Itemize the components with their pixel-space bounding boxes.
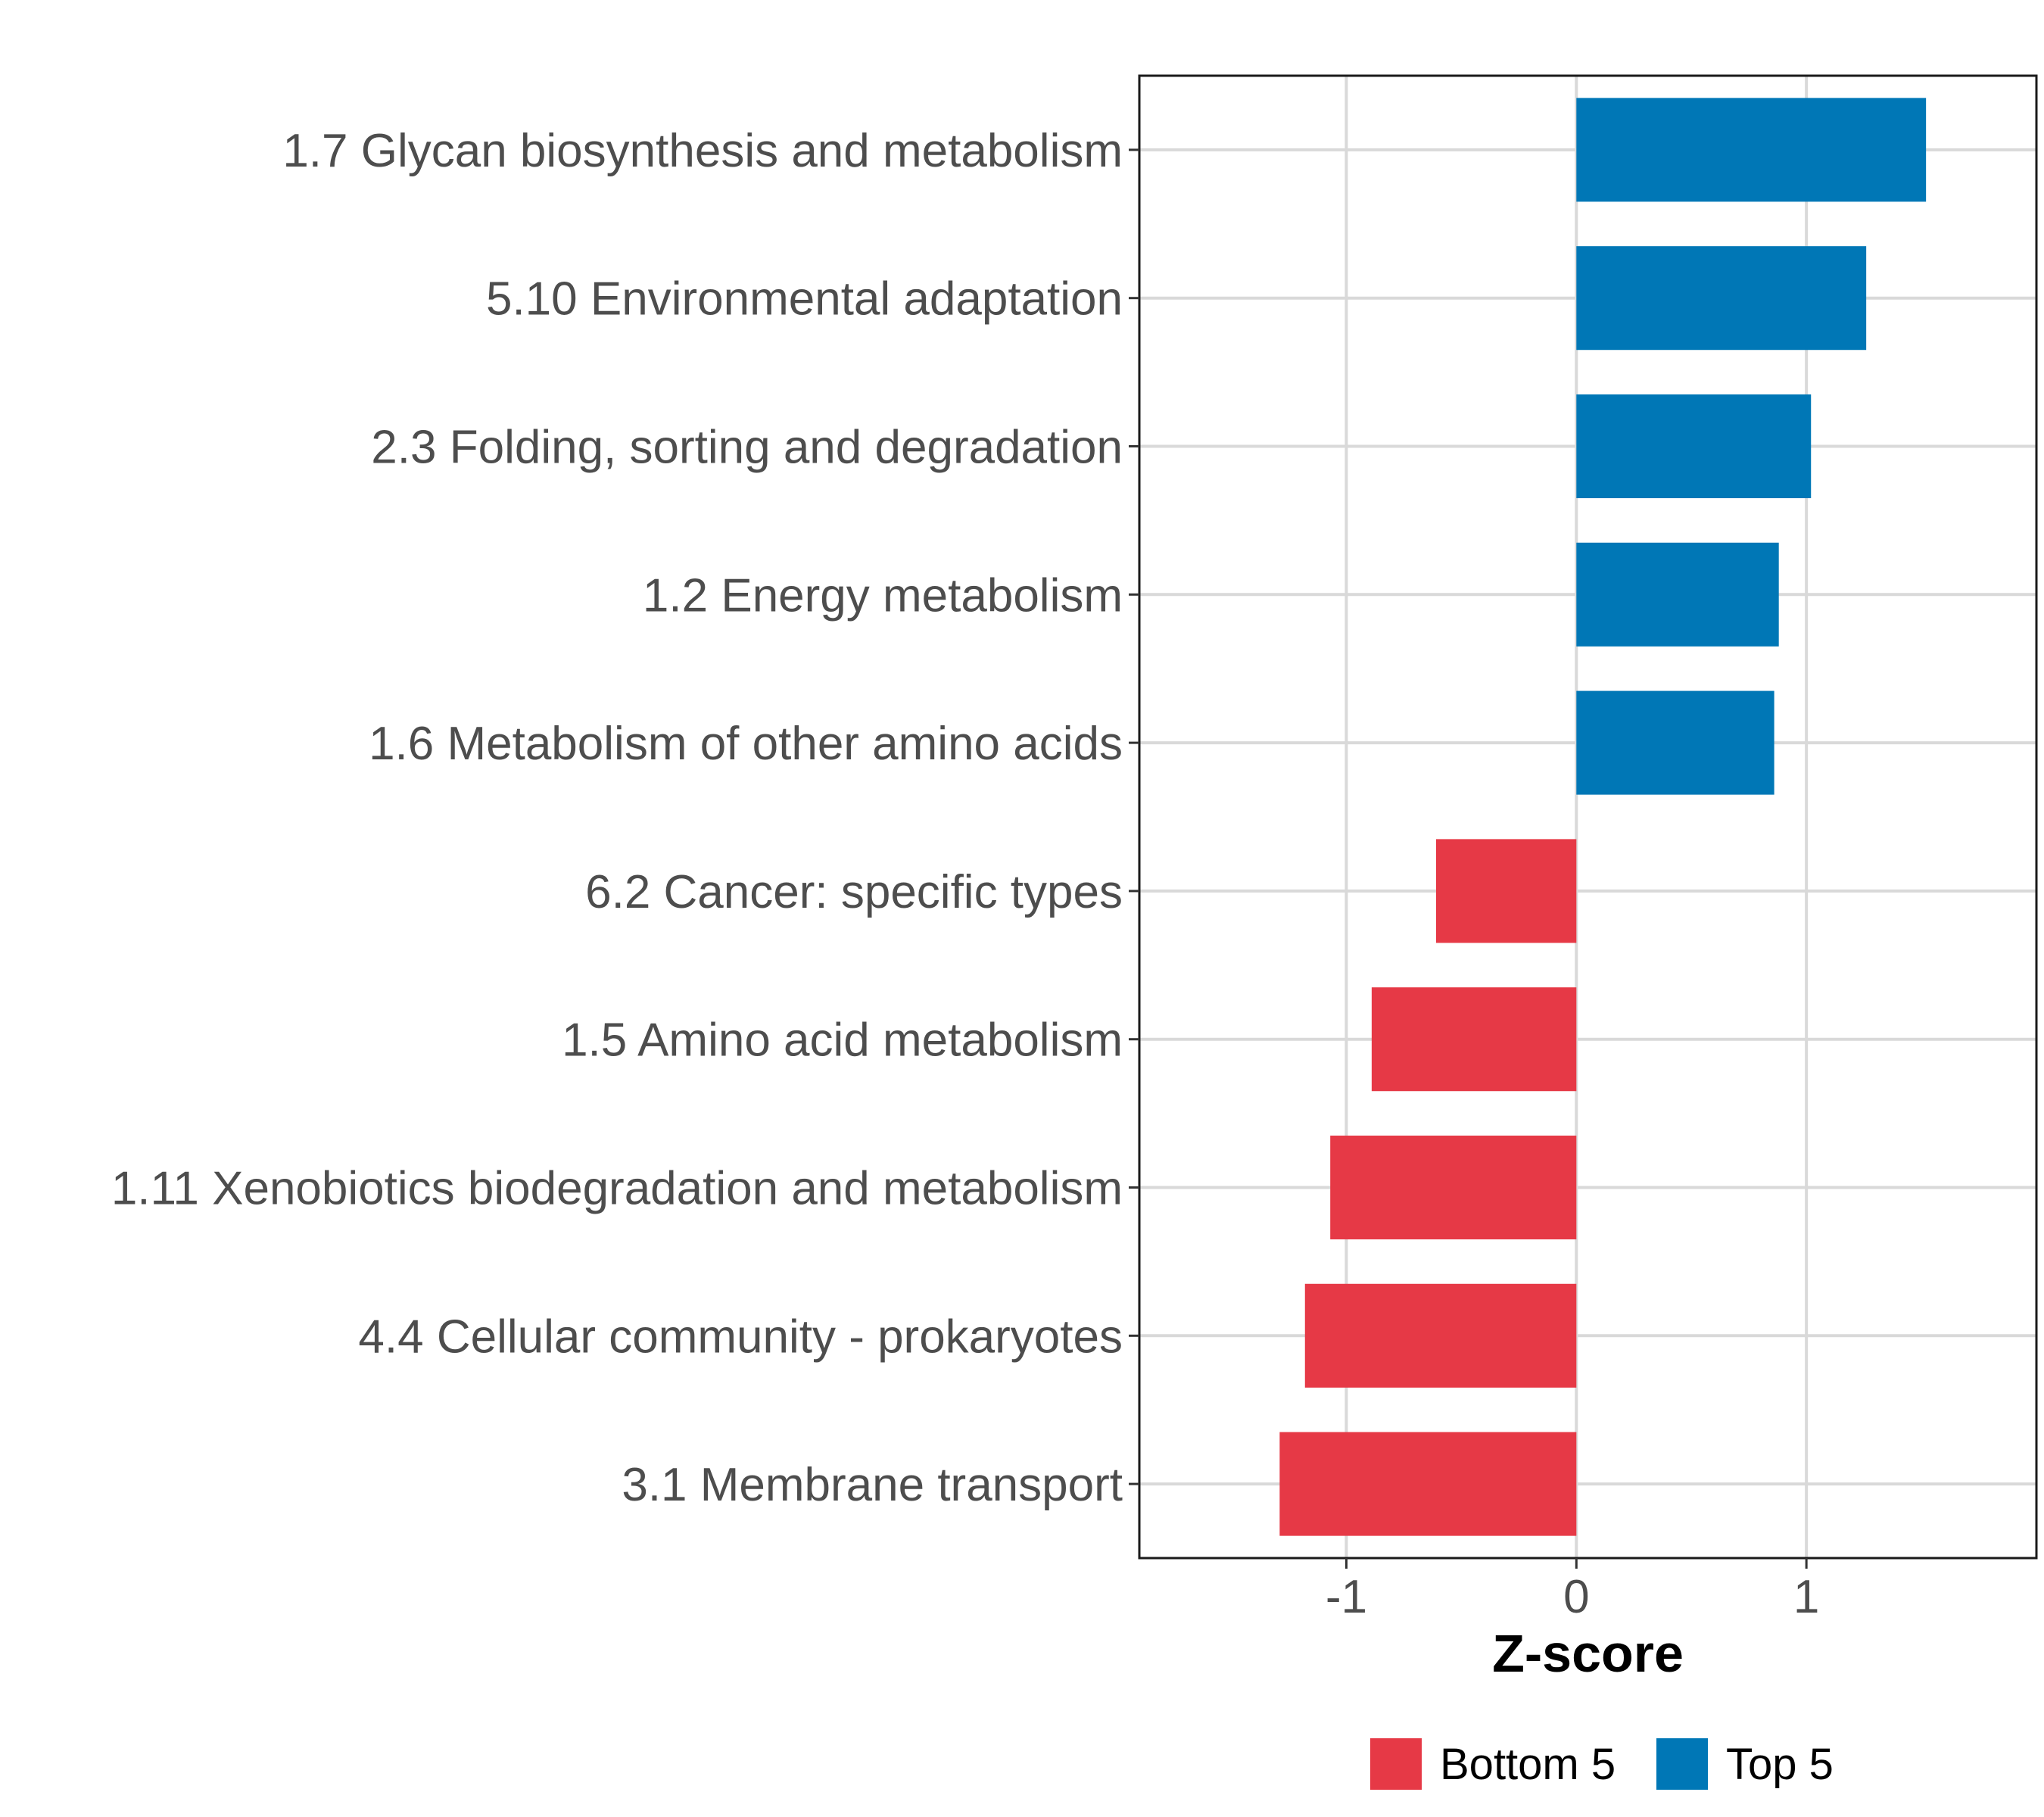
legend-swatch-bottom (1370, 1738, 1422, 1790)
bar-top-0 (1576, 98, 1927, 202)
legend-label-top: Top 5 (1726, 1740, 1834, 1789)
bar-bottom-8 (1304, 1283, 1577, 1388)
legend-swatch-top (1656, 1738, 1708, 1790)
category-label: 1.6 Metabolism of other amino acids (369, 718, 1123, 770)
x-axis-ticks: -1 0 1 (1326, 1558, 1819, 1623)
x-tick-label: 1 (1793, 1571, 1819, 1623)
bar-bottom-9 (1279, 1432, 1577, 1536)
category-label: 5.10 Environmental adaptation (486, 273, 1123, 326)
category-label: 3.1 Membrane transport (622, 1459, 1123, 1511)
bar-bottom-7 (1330, 1135, 1577, 1240)
legend: Bottom 5 Top 5 (1370, 1738, 1834, 1790)
x-tick-label: 0 (1563, 1571, 1589, 1623)
category-label: 1.11 Xenobiotics biodegradation and meta… (111, 1163, 1123, 1215)
plot-panel-border (1138, 74, 2038, 1560)
bar-bottom-5 (1435, 839, 1577, 943)
category-label: 6.2 Cancer: specific types (585, 866, 1123, 918)
category-label: 2.3 Folding, sorting and degradation (371, 422, 1123, 474)
bar-layer (1279, 98, 1927, 1536)
category-label: 1.2 Energy metabolism (643, 569, 1123, 622)
bar-top-4 (1576, 690, 1774, 795)
legend-label-bottom: Bottom 5 (1440, 1740, 1616, 1789)
bar-bottom-6 (1371, 987, 1577, 1092)
category-label: 1.7 Glycan biosynthesis and metabolism (282, 125, 1123, 177)
category-label: 4.4 Cellular community - prokaryotes (358, 1311, 1123, 1363)
bar-top-1 (1576, 246, 1867, 351)
x-tick-label: -1 (1326, 1571, 1367, 1623)
bar-top-3 (1576, 542, 1779, 647)
x-axis-title: Z-score (1492, 1624, 1684, 1683)
category-labels: 1.7 Glycan biosynthesis and metabolism 5.… (111, 125, 1139, 1511)
bar-top-2 (1576, 394, 1812, 499)
category-label: 1.5 Amino acid metabolism (562, 1014, 1123, 1067)
